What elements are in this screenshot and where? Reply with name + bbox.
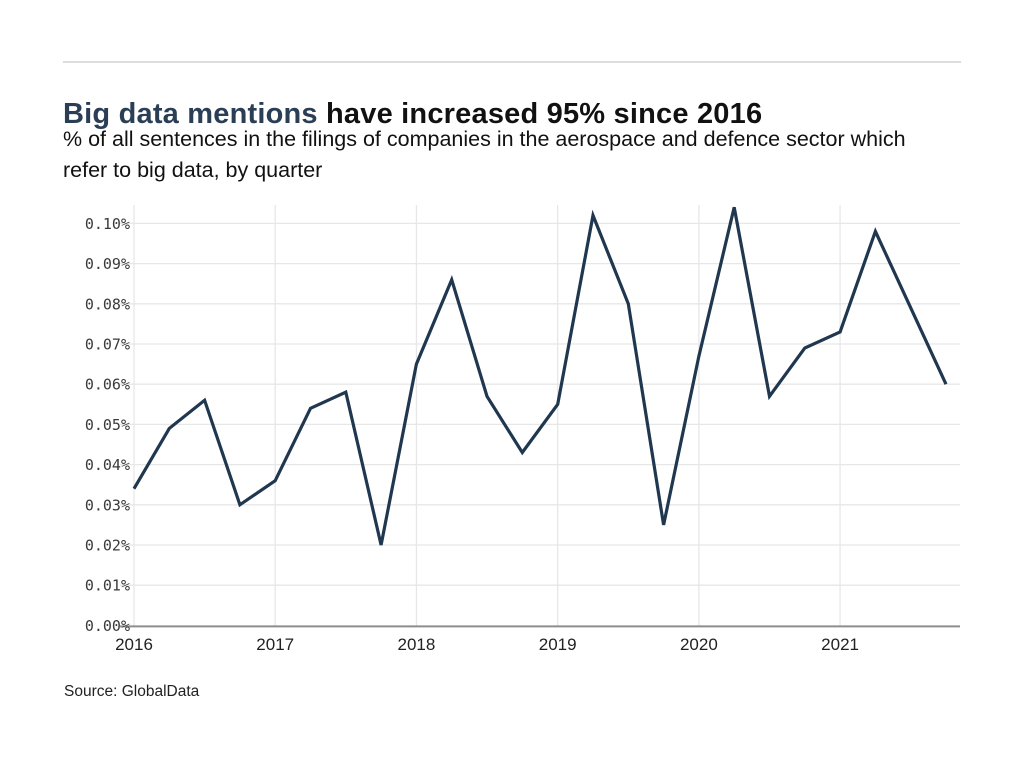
- top-divider: [63, 61, 961, 63]
- source-note: Source: GlobalData: [64, 683, 200, 700]
- y-tick-label: 0.04%: [85, 456, 130, 474]
- x-tick-label: 2018: [398, 635, 436, 654]
- page-title-highlight: Big data mentions: [63, 98, 318, 131]
- x-tick-label: 2019: [539, 635, 577, 654]
- data-line-series: [132, 206, 948, 546]
- y-tick-label: 0.07%: [85, 336, 130, 354]
- y-tick-label: 0.09%: [85, 255, 130, 273]
- x-tick-label: 2017: [256, 635, 294, 654]
- y-tick-label: 0.01%: [85, 577, 130, 595]
- y-tick-label: 0.05%: [85, 416, 130, 434]
- y-tick-label: 0.06%: [85, 376, 130, 394]
- chart-subtitle: % of all sentences in the filings of com…: [63, 127, 906, 182]
- y-tick-label: 0.10%: [85, 215, 130, 233]
- y-tick-label: 0.00%: [85, 617, 130, 635]
- page-title: Big data mentions have increased 95% sin…: [63, 98, 963, 131]
- x-tick-label: 2016: [115, 635, 153, 654]
- x-tick-label: 2021: [821, 635, 859, 654]
- y-tick-label: 0.02%: [85, 537, 130, 555]
- x-tick-label: 2020: [680, 635, 718, 654]
- y-tick-label: 0.03%: [85, 496, 130, 514]
- y-tick-label: 0.08%: [85, 295, 130, 313]
- page-title-rest: have increased 95% since 2016: [317, 98, 763, 131]
